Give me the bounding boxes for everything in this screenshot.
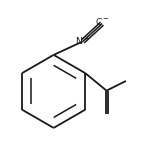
Text: +: + [83, 36, 89, 42]
Text: −: − [102, 16, 108, 22]
Text: N: N [75, 37, 82, 46]
Text: C: C [95, 18, 101, 27]
